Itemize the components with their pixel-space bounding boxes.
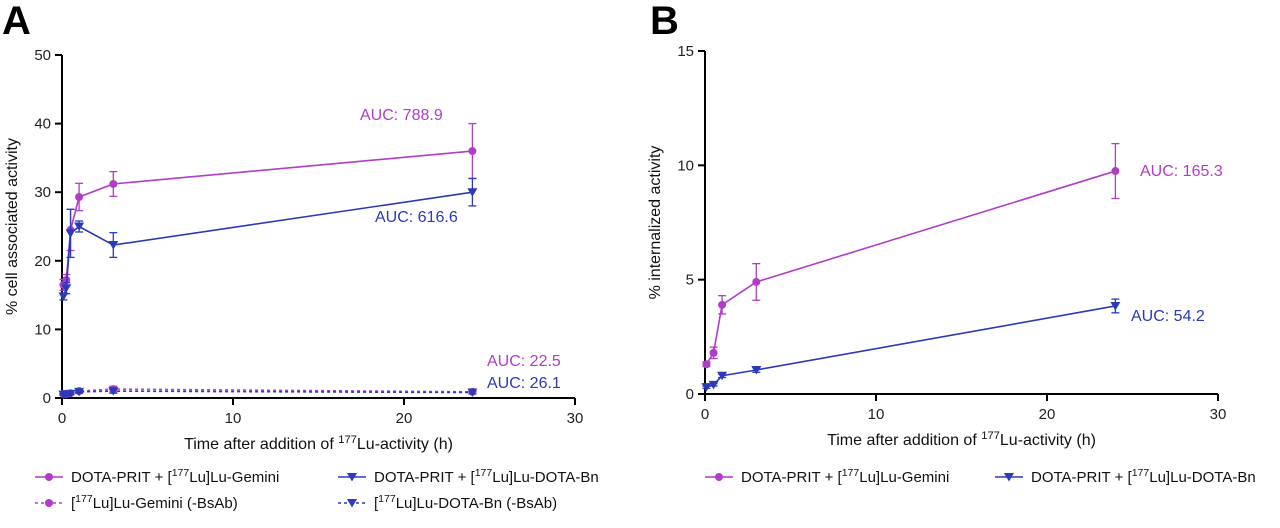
y-tick-label: 0 xyxy=(43,390,51,407)
y-tick-label: 30 xyxy=(34,184,51,201)
series-line xyxy=(706,305,1116,388)
y-axis-label: % cell associated activity xyxy=(4,138,21,315)
data-point xyxy=(108,387,119,396)
y-tick-label: 10 xyxy=(677,157,694,174)
legend-entry: [177Lu]Lu-DOTA-Bn (-BsAb) xyxy=(338,493,557,512)
panel-label: A xyxy=(2,0,31,43)
legend-label: DOTA-PRIT + [177Lu]Lu-DOTA-Bn xyxy=(1031,467,1256,486)
legend-label: [177Lu]Lu-Gemini (-BsAb) xyxy=(71,493,238,512)
data-point xyxy=(467,188,478,197)
series-4: AUC: 26.1 xyxy=(58,375,561,400)
legend-marker xyxy=(45,499,53,507)
auc-label: AUC: 616.6 xyxy=(375,209,458,226)
legend-label: DOTA-PRIT + [177Lu]Lu-DOTA-Bn xyxy=(374,467,599,486)
data-point xyxy=(1111,167,1120,176)
series-1: AUC: 165.3 xyxy=(702,142,1223,369)
legend-marker xyxy=(45,473,53,481)
auc-label: AUC: 26.1 xyxy=(487,375,561,392)
legend-marker xyxy=(715,473,723,481)
legend-entry: DOTA-PRIT + [177Lu]Lu-Gemini xyxy=(35,467,279,486)
x-tick-label: 30 xyxy=(567,410,584,427)
legend-entry: DOTA-PRIT + [177Lu]Lu-DOTA-Bn xyxy=(995,467,1256,486)
data-point xyxy=(75,193,84,202)
series-line xyxy=(705,170,1116,365)
data-point xyxy=(65,389,76,399)
data-point xyxy=(108,241,119,250)
legend-label: [177Lu]Lu-DOTA-Bn (-BsAb) xyxy=(374,493,557,512)
data-point xyxy=(709,348,718,357)
y-axis-label: % internalized activity xyxy=(647,146,664,300)
series-2: AUC: 616.6 xyxy=(58,177,478,301)
auc-label: AUC: 165.3 xyxy=(1140,163,1223,180)
series-line xyxy=(62,191,473,297)
legend-label: DOTA-PRIT + [177Lu]Lu-Gemini xyxy=(741,467,949,486)
data-point xyxy=(109,179,118,188)
data-point xyxy=(702,360,711,369)
data-point xyxy=(74,387,85,397)
auc-label: AUC: 22.5 xyxy=(487,353,561,370)
data-point xyxy=(701,383,712,392)
x-tick-label: 20 xyxy=(1039,406,1056,423)
y-tick-label: 0 xyxy=(686,386,694,403)
legend-entry: DOTA-PRIT + [177Lu]Lu-Gemini xyxy=(705,467,949,486)
panel-label: B xyxy=(650,0,679,43)
legend-marker xyxy=(347,499,357,508)
series-1: AUC: 788.9 xyxy=(59,107,477,291)
y-tick-label: 15 xyxy=(677,43,694,60)
chart-panel-a: A 0 10 20 30 40 50 0 10 20 30 Time after addition o… xyxy=(2,0,599,512)
data-point xyxy=(65,229,76,238)
data-point xyxy=(718,300,727,309)
data-point xyxy=(61,284,72,293)
x-tick-label: 10 xyxy=(868,406,885,423)
y-tick-label: 10 xyxy=(34,321,51,338)
y-tick-label: 40 xyxy=(34,116,51,133)
legend-marker xyxy=(347,473,357,482)
data-point xyxy=(58,292,69,301)
legend-entry: DOTA-PRIT + [177Lu]Lu-DOTA-Bn xyxy=(338,467,599,486)
data-point xyxy=(467,388,478,398)
y-tick-label: 20 xyxy=(34,253,51,270)
legend-label: DOTA-PRIT + [177Lu]Lu-Gemini xyxy=(71,467,279,486)
data-point xyxy=(1110,301,1121,311)
x-tick-label: 20 xyxy=(396,410,413,427)
y-tick-label: 50 xyxy=(34,47,51,64)
data-point xyxy=(717,371,728,381)
x-axis-label: Time after addition of 177Lu-activity (h… xyxy=(827,430,1096,449)
data-point xyxy=(468,147,477,156)
data-point xyxy=(752,277,761,286)
legend-entry: [177Lu]Lu-Gemini (-BsAb) xyxy=(35,493,238,512)
x-tick-label: 0 xyxy=(701,406,709,423)
x-tick-label: 0 xyxy=(58,410,66,427)
chart-panel-b: B 0 5 10 15 0 10 20 30 Time after addition of 177… xyxy=(647,0,1256,486)
auc-label: AUC: 788.9 xyxy=(360,107,443,124)
data-point xyxy=(708,380,719,390)
x-tick-label: 30 xyxy=(1210,406,1227,423)
y-tick-label: 5 xyxy=(686,272,694,289)
legend-marker xyxy=(1004,473,1014,482)
series-2: AUC: 54.2 xyxy=(701,298,1205,392)
auc-label: AUC: 54.2 xyxy=(1131,308,1205,325)
x-tick-label: 10 xyxy=(225,410,242,427)
x-axis-label: Time after addition of 177Lu-activity (h… xyxy=(184,434,453,453)
data-point xyxy=(74,222,85,231)
data-point xyxy=(751,365,762,375)
